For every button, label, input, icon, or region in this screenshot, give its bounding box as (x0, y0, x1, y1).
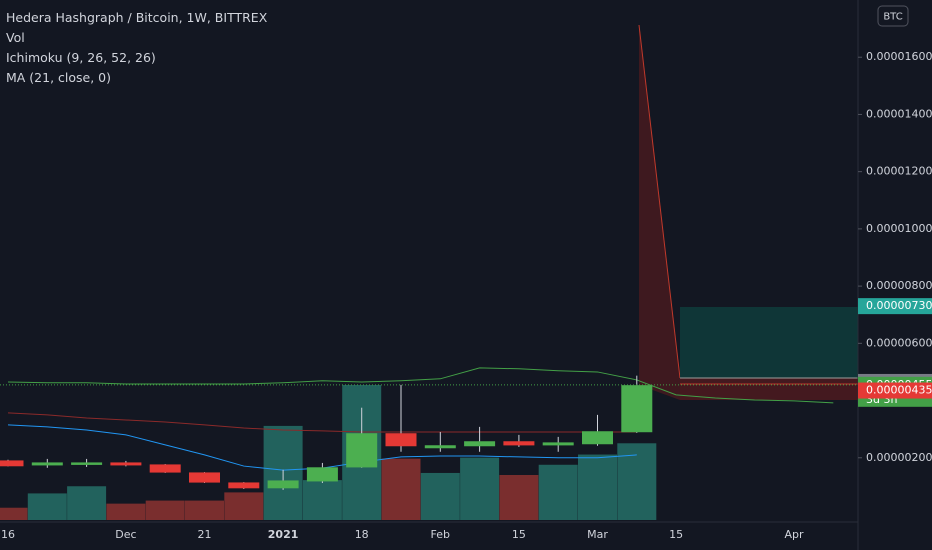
plot (0, 367, 834, 520)
cloud-red (680, 378, 858, 400)
indicator-label: Vol (6, 30, 25, 45)
candle-body (503, 441, 535, 446)
candle-body (582, 431, 613, 445)
price-label: 0.00000730 (866, 299, 932, 312)
indicator-line (7, 412, 637, 433)
volume-bar (67, 486, 107, 520)
chart-title: Hedera Hashgraph / Bitcoin, 1W, BITTREX (6, 10, 268, 25)
x-tick-label: 21 (198, 528, 212, 541)
candle-body (267, 480, 299, 489)
candle-body (149, 464, 181, 473)
volume-bar (617, 443, 657, 520)
volume-bar (145, 500, 185, 520)
y-tick-label: 0.00001200 (866, 165, 932, 178)
volume-bar (460, 457, 500, 520)
y-tick-label: 0.00000800 (866, 279, 932, 292)
currency-button[interactable] (877, 5, 909, 27)
volume-bar (185, 500, 224, 520)
volume-bar (224, 492, 264, 520)
candle-body (31, 462, 63, 466)
x-tick-label: 2021 (268, 528, 299, 541)
indicator-line (7, 367, 834, 404)
x-tick-label: Mar (587, 528, 608, 541)
volume-bar (106, 503, 146, 520)
volume-bar (27, 493, 67, 520)
legend: Hedera Hashgraph / Bitcoin, 1W, BITTREX … (6, 10, 268, 85)
price-label: 0.00000435 (866, 384, 932, 397)
x-tick-label: Dec (115, 528, 136, 541)
volume-bar (578, 454, 617, 520)
indicator-label: MA (21, close, 0) (6, 70, 111, 85)
x-tick-label: 15 (669, 528, 683, 541)
candle-body (424, 445, 456, 449)
y-tick-label: 0.00001000 (866, 222, 932, 235)
candle-body (385, 433, 417, 447)
candle-body (542, 442, 574, 446)
candle-body (0, 460, 24, 467)
cloud-green (680, 307, 858, 378)
candle-body (464, 441, 496, 447)
y-tick-label: 0.00001600 (866, 50, 932, 63)
x-tick-label: 16 (1, 528, 15, 541)
candle-body (306, 467, 338, 482)
candle-body (189, 472, 220, 483)
volume-bar (499, 475, 539, 520)
cloud-spike (639, 25, 680, 400)
y-tick-label: 0.00000600 (866, 336, 932, 349)
currency-label: BTC (883, 12, 902, 23)
cloud-edge (638, 24, 681, 379)
volume-bar (538, 464, 578, 520)
candle-body (110, 462, 142, 466)
x-tick-label: Apr (784, 528, 804, 541)
x-tick-label: 18 (355, 528, 369, 541)
candle-body (346, 433, 378, 468)
price-label-box (858, 382, 932, 399)
x-tick-label: 15 (512, 528, 526, 541)
volume-bar (381, 458, 421, 520)
volume-bar (302, 480, 342, 520)
price-label-box (858, 298, 932, 315)
y-tick-label: 0.00000200 (866, 451, 932, 464)
candle-body (71, 462, 103, 465)
indicator-label: Ichimoku (9, 26, 52, 26) (6, 50, 156, 65)
volume-bar (0, 507, 28, 520)
candle-body (621, 385, 653, 433)
x-tick-label: Feb (431, 528, 450, 541)
y-tick-label: 0.00001400 (866, 107, 932, 120)
volume-bar (420, 472, 460, 520)
candle-body (228, 482, 260, 489)
